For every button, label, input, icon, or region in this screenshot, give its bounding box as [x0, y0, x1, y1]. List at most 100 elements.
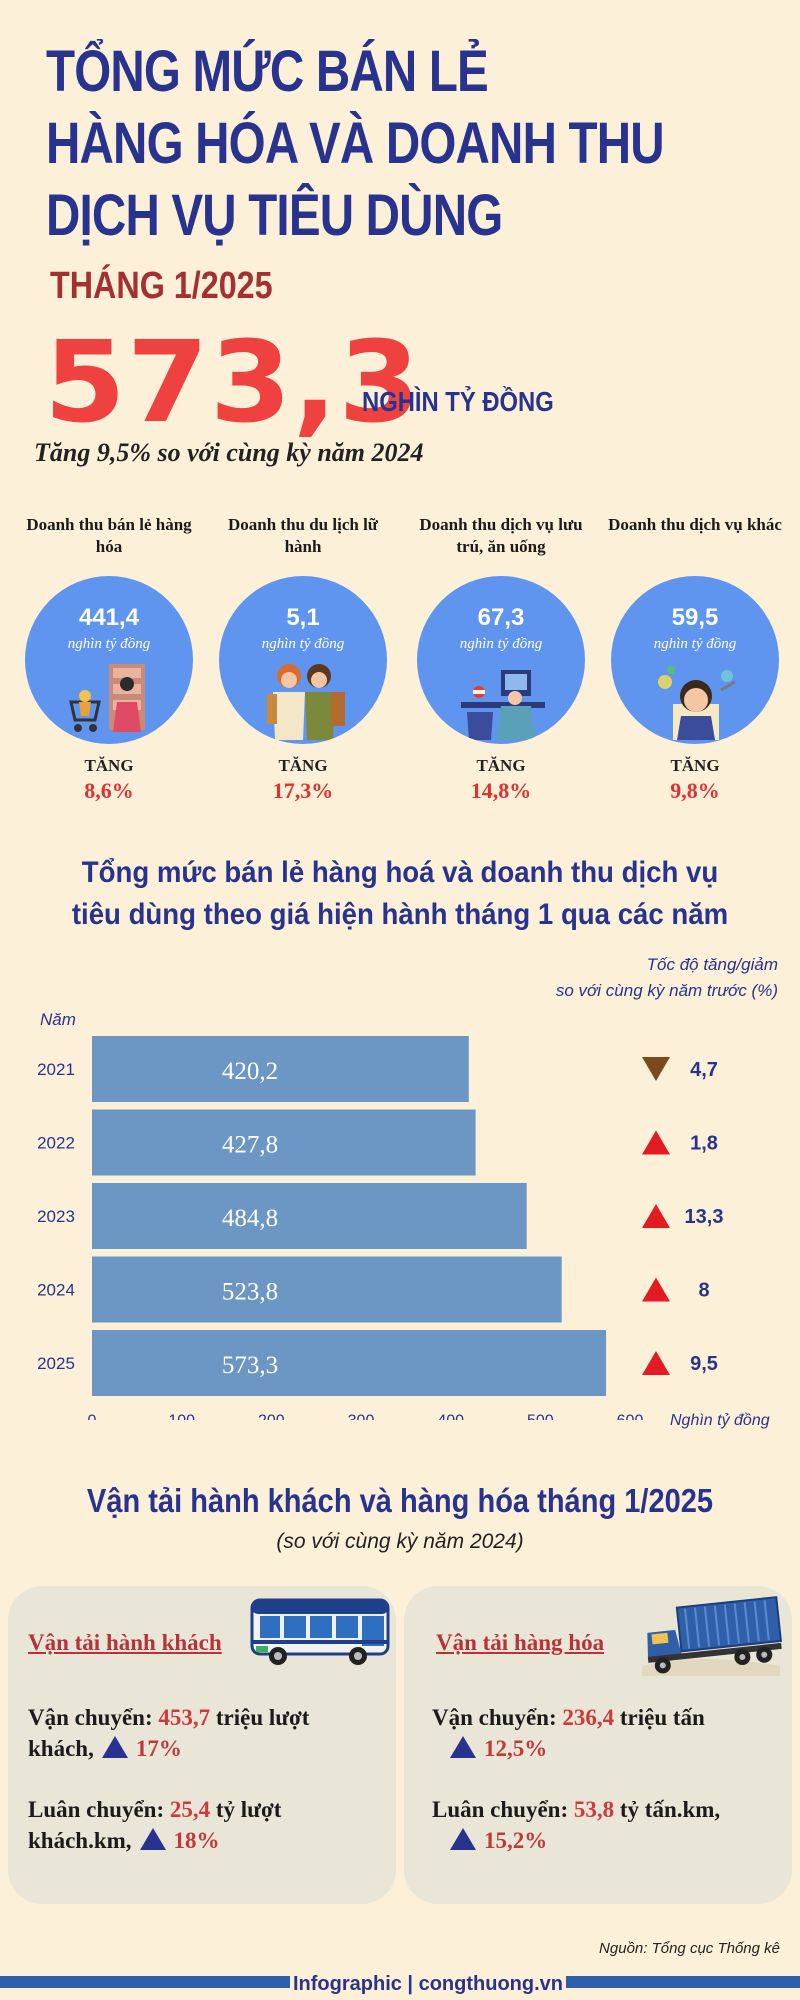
subtitle: THÁNG 1/2025: [50, 265, 273, 307]
category-title: Doanh thu bán lẻ hàng hóa: [26, 515, 192, 556]
category-title: Doanh thu du lịch lữ hành: [227, 515, 379, 556]
passenger-panel: Vận tải hành khách Vận chuyển: 453,7 tri…: [8, 1586, 396, 1904]
bar-2024: [92, 1256, 562, 1323]
passenger-line2-value: 25,4: [169, 1797, 211, 1822]
up-triangle-icon: [642, 1351, 670, 1375]
restaurant-icon: [461, 670, 545, 740]
passenger-line-2: Luân chuyển: 25,4 tỷ lượt khách.km, 18%: [28, 1794, 281, 1856]
up-triangle-icon: [642, 1204, 670, 1228]
chart-title-line-1: Tổng mức bán lẻ hàng hoá và doanh thu dị…: [81, 856, 719, 889]
year-label-2021: 2021: [37, 1060, 75, 1079]
bar-2023: [92, 1183, 527, 1249]
category-travel: Doanh thu du lịch lữ hành 5,1 nghìn tỷ đ…: [208, 514, 398, 804]
cargo-line1-value: 236,4: [562, 1705, 615, 1730]
up-triangle-icon: [450, 1828, 476, 1850]
x-tick-300: 300: [348, 1413, 375, 1421]
category-inc-label: TĂNG: [476, 756, 526, 775]
category-value: 441,4: [78, 604, 140, 631]
cargo-line-2: Luân chuyển: 53,8 tỷ tấn.km, 15,2%: [432, 1794, 720, 1856]
passenger-line2-pct: 18%: [173, 1828, 220, 1853]
chart-xlabel: Nghìn tỷ đồng: [670, 1412, 770, 1429]
bar-value-label-2022: 427,8: [222, 1132, 278, 1159]
x-tick-500: 500: [527, 1413, 554, 1421]
chart-ylabel: Năm: [40, 1010, 76, 1029]
category-circle: 67,3 nghìn tỷ đồng: [417, 576, 585, 744]
bar-value-label-2025: 573,3: [222, 1352, 278, 1379]
category-pct: 8,6%: [84, 778, 134, 803]
rate-label-2021: 4,7: [690, 1059, 718, 1081]
year-label-2024: 2024: [37, 1281, 75, 1300]
cargo-line2-value: 53,8: [573, 1797, 615, 1822]
category-value: 5,1: [286, 604, 320, 631]
title-line-1: TỔNG MỨC BÁN LẺ: [46, 39, 489, 104]
category-retail: Doanh thu bán lẻ hàng hóa 441,4 nghìn tỷ…: [14, 514, 204, 804]
passenger-line1-unit-b: khách,: [28, 1736, 94, 1761]
passenger-line1-pct: 17%: [135, 1736, 182, 1761]
down-triangle-icon: [642, 1057, 670, 1081]
cargo-panel: Vận tải hàng hóa Vận chuyển: 236,4 triệu…: [404, 1586, 792, 1904]
category-accommodation: Doanh thu dịch vụ lưu trú, ăn uống 67,3 …: [406, 514, 596, 804]
up-triangle-icon: [450, 1736, 476, 1758]
category-unit: nghìn tỷ đồng: [261, 636, 345, 652]
category-other-services: Doanh thu dịch vụ khác 59,5 nghìn tỷ đồn…: [600, 514, 790, 804]
category-pct: 9,8%: [670, 778, 720, 803]
category-title: Doanh thu dịch vụ lưu trú, ăn uống: [419, 515, 583, 556]
passenger-heading: Vận tải hành khách: [28, 1630, 222, 1655]
category-title: Doanh thu dịch vụ khác: [608, 515, 782, 534]
cargo-line2-label: Luân chuyển:: [432, 1797, 574, 1822]
rate-note: Tốc độ tăng/giảm so với cùng kỳ năm trướ…: [556, 952, 778, 1004]
category-circle: 441,4 nghìn tỷ đồng: [25, 576, 193, 744]
title-line-3: DỊCH VỤ TIÊU DÙNG: [46, 183, 503, 248]
year-label-2025: 2025: [37, 1354, 75, 1373]
x-tick-100: 100: [168, 1413, 195, 1421]
rate-note-line-2: so với cùng kỳ năm trước (%): [555, 981, 778, 1000]
rate-label-2023: 13,3: [685, 1206, 724, 1228]
cargo-heading: Vận tải hàng hóa: [436, 1630, 605, 1655]
cargo-line2-pct: 15,2%: [484, 1828, 548, 1853]
x-tick-200: 200: [258, 1413, 285, 1421]
bar-2021: [92, 1036, 469, 1102]
x-tick-400: 400: [437, 1413, 464, 1421]
passenger-line2-unit-b: khách.km,: [28, 1828, 132, 1853]
x-tick-0: 0: [88, 1413, 97, 1421]
cargo-line1-pct: 12,5%: [484, 1736, 548, 1761]
bar-value-label-2021: 420,2: [222, 1058, 278, 1085]
x-tick-600: 600: [617, 1413, 644, 1421]
rate-note-line-1: Tốc độ tăng/giảm: [646, 955, 778, 974]
cargo-line2-unit: tỷ tấn.km,: [614, 1797, 721, 1822]
category-pct: 14,8%: [470, 778, 532, 803]
up-triangle-icon: [642, 1130, 670, 1155]
year-label-2023: 2023: [37, 1207, 75, 1226]
transport-subtitle: (so với cùng kỳ năm 2024): [276, 1530, 524, 1553]
cargo-line1-unit: triệu tấn: [614, 1705, 705, 1730]
category-pct: 17,3%: [272, 778, 334, 803]
category-unit: nghìn tỷ đồng: [653, 636, 737, 652]
category-circle: 5,1 nghìn tỷ đồng: [219, 576, 387, 744]
passenger-line1-label: Vận chuyển:: [28, 1705, 159, 1730]
passenger-line2-unit-a: tỷ lượt: [210, 1797, 282, 1822]
cargo-line-1: Vận chuyển: 236,4 triệu tấn 12,5%: [432, 1702, 705, 1764]
category-value: 59,5: [671, 604, 719, 631]
bar-2025: [92, 1330, 607, 1396]
title-line-2: HÀNG HÓA VÀ DOANH THU: [46, 111, 665, 176]
passenger-line-1: Vận chuyển: 453,7 triệu lượt khách, 17%: [28, 1702, 309, 1764]
service-worker-icon: [658, 666, 736, 740]
up-triangle-icon: [139, 1828, 166, 1850]
category-unit: nghìn tỷ đồng: [67, 636, 151, 652]
category-inc-label: TĂNG: [84, 756, 134, 775]
rate-label-2024: 8: [698, 1280, 709, 1302]
footer-text: Infographic | congthuong.vn: [293, 1973, 563, 1995]
up-triangle-icon: [642, 1277, 670, 1302]
bar-value-label-2024: 523,8: [222, 1279, 278, 1306]
cargo-line1-label: Vận chuyển:: [432, 1705, 563, 1730]
category-unit: nghìn tỷ đồng: [459, 636, 543, 652]
shopping-cart-icon: [69, 664, 145, 732]
growth-line: Tăng 9,5% so với cùng kỳ năm 2024: [34, 438, 424, 467]
footer-bar: Infographic | congthuong.vn: [0, 1973, 800, 1995]
bus-icon: [250, 1598, 390, 1665]
passenger-line1-unit-a: triệu lượt: [210, 1705, 310, 1730]
year-label-2022: 2022: [37, 1134, 75, 1153]
total-value: 573,3: [44, 318, 422, 448]
total-unit: NGHÌN TỶ ĐỒNG: [362, 386, 554, 417]
rate-label-2022: 1,8: [690, 1133, 718, 1155]
